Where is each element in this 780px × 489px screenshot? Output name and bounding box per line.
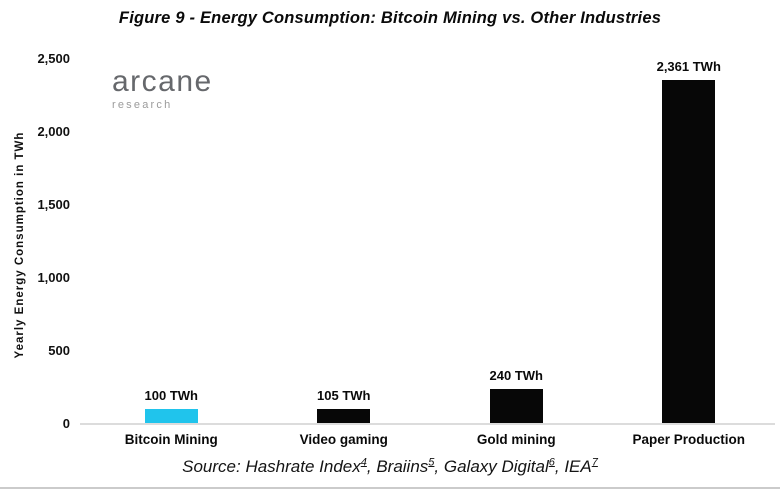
page-bottom-divider (0, 487, 780, 489)
arcane-logo-subtitle: research (112, 98, 173, 111)
bar-paper-production (662, 80, 716, 424)
bar-video-gaming (317, 409, 371, 424)
x-category-label: Bitcoin Mining (124, 432, 218, 447)
y-tick-label: 2,500 (37, 51, 70, 66)
source-prefix: Source: (182, 457, 246, 476)
y-tick-label: 500 (48, 343, 70, 358)
x-axis-line (80, 423, 775, 425)
source-line: Source: Hashrate Index4, Braiins5, Galax… (0, 457, 780, 477)
bar-group: 100 TWh (85, 59, 258, 424)
bar-group: 240 TWh (430, 59, 603, 424)
x-category-label: Gold mining (476, 432, 556, 447)
y-tick-label: 0 (62, 416, 70, 431)
arcane-research-logo: arcane research (112, 66, 213, 111)
footnote-ref[interactable]: 5 (428, 456, 435, 469)
source-name: IEA (564, 457, 592, 476)
bar-value-label: 105 TWh (317, 388, 371, 403)
bar-gold-mining (489, 389, 543, 424)
footnote-ref[interactable]: 6 (548, 456, 555, 469)
source-separator: , (366, 457, 377, 476)
y-tick-label: 1,000 (37, 270, 70, 285)
y-tick-label: 1,500 (37, 197, 70, 212)
source-name: Braiins (376, 457, 429, 476)
chart-title: Figure 9 - Energy Consumption: Bitcoin M… (118, 9, 662, 27)
source-separator: , (434, 457, 444, 476)
source-name: Galaxy Digital (443, 457, 549, 476)
x-category-label: Video gaming (299, 432, 388, 447)
footnote-ref[interactable]: 7 (591, 456, 598, 469)
source-name: Hashrate Index (245, 457, 361, 476)
bar-value-label: 240 TWh (489, 368, 543, 383)
bar-value-label: 2,361 TWh (656, 59, 721, 74)
x-axis-labels: Bitcoin Mining Video gaming Gold mining Pap… (85, 432, 775, 447)
arcane-logo-wordmark: arcane (112, 65, 213, 98)
bar-group: 2,361 TWh (603, 59, 776, 424)
bar-group: 105 TWh (258, 59, 431, 424)
x-category-label: Paper Production (632, 432, 745, 447)
bar-value-label: 100 TWh (144, 388, 198, 403)
y-axis-ticks: 0 500 1,000 1,500 2,000 2,500 (0, 51, 70, 431)
y-tick-label: 2,000 (37, 124, 70, 139)
footnote-ref[interactable]: 4 (360, 456, 367, 469)
plot-area: 100 TWh 105 TWh 240 TWh 2,361 TWh (85, 59, 775, 424)
bar-bitcoin-mining (144, 409, 198, 424)
source-separator: , (554, 457, 565, 476)
